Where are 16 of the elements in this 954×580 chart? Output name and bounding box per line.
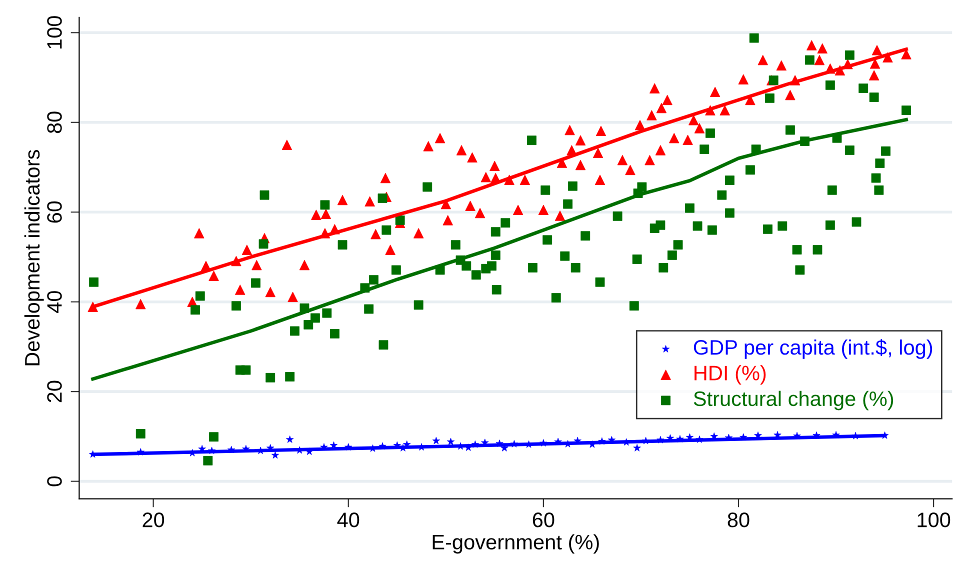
y-axis-title: Development indicators [24, 150, 44, 366]
x-tick-label: 80 [728, 512, 750, 528]
y-tick-label: 60 [47, 201, 62, 223]
y-tick-label: 0 [47, 476, 62, 486]
x-tick-label: 40 [337, 512, 360, 528]
y-tick-label: 100 [47, 16, 62, 48]
legend-label: GDP per capita (int.$, log) [694, 339, 932, 359]
legend-label: HDI (%) [694, 365, 766, 385]
y-tick-label: 80 [47, 112, 62, 134]
x-axis-title: E-government (%) [432, 534, 599, 554]
x-tick-label: 100 [918, 512, 950, 528]
x-tick-label: 20 [142, 512, 164, 528]
x-tick-label: 60 [532, 512, 554, 528]
y-tick-label: 40 [47, 291, 62, 313]
legend-label: Structural change (%) [694, 390, 894, 410]
y-tick-label: 20 [47, 380, 62, 402]
